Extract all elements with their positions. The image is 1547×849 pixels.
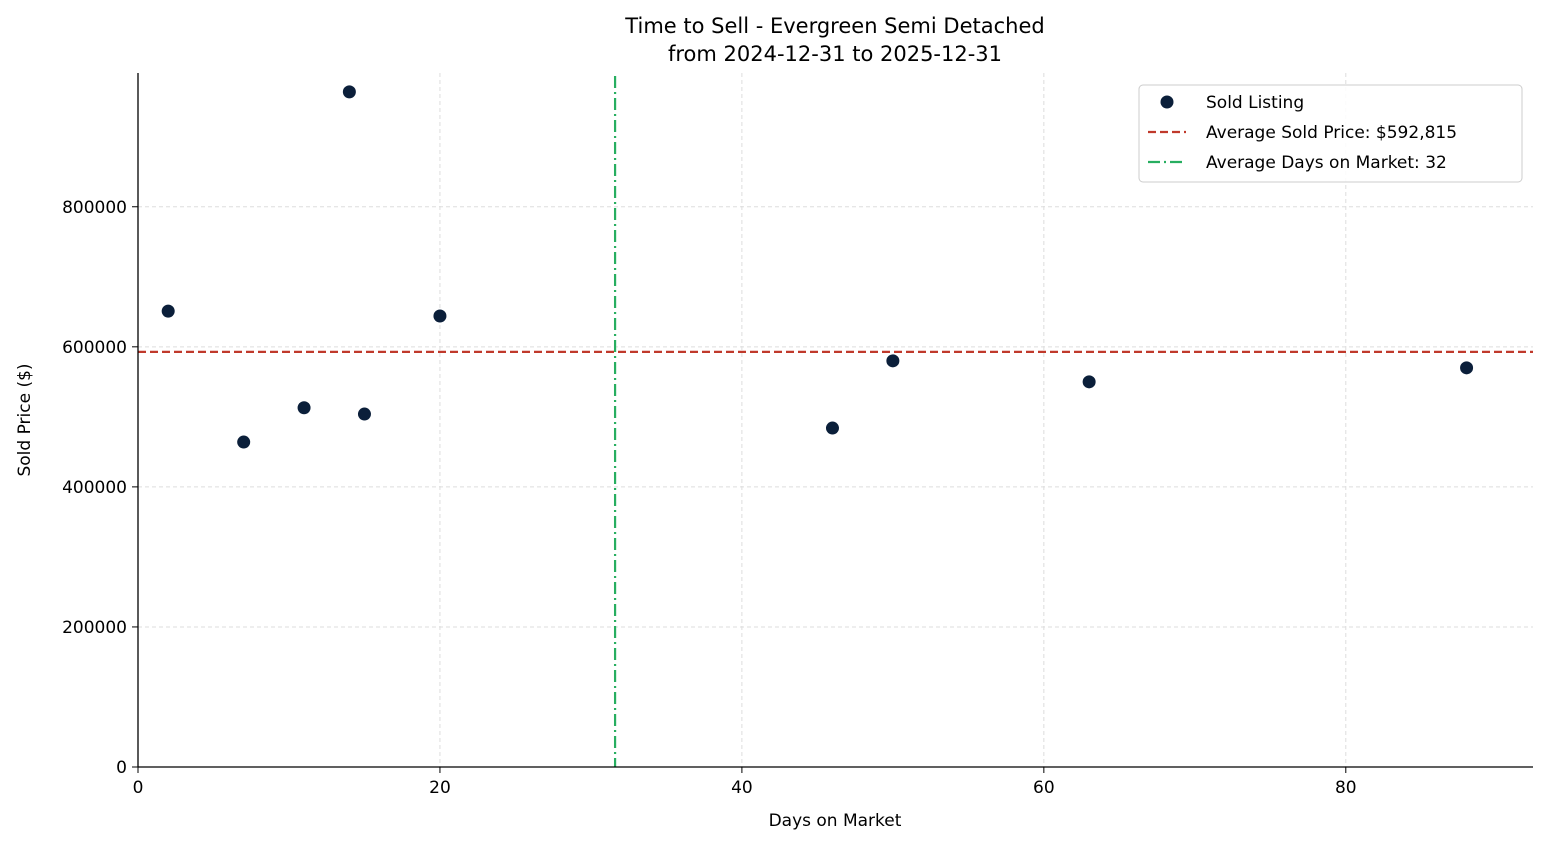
- data-point: [1082, 375, 1096, 389]
- legend-label: Average Sold Price: $592,815: [1206, 123, 1457, 143]
- data-point: [342, 85, 356, 99]
- y-tick-label: 800000: [62, 198, 127, 218]
- x-axis-label: Days on Market: [769, 811, 902, 831]
- y-tick-label: 200000: [62, 618, 127, 638]
- y-tick-label: 400000: [62, 478, 127, 498]
- legend-label: Sold Listing: [1206, 93, 1304, 113]
- chart-subtitle: from 2024-12-31 to 2025-12-31: [668, 42, 1002, 66]
- x-tick-label: 20: [429, 778, 451, 798]
- legend-label: Average Days on Market: 32: [1206, 153, 1447, 173]
- x-tick-label: 60: [1033, 778, 1055, 798]
- data-point: [1460, 361, 1474, 375]
- chart-title: Time to Sell - Evergreen Semi Detached: [624, 14, 1044, 38]
- data-point: [161, 304, 175, 318]
- x-tick-label: 0: [133, 778, 144, 798]
- legend-box: [1138, 84, 1523, 183]
- x-tick-label: 80: [1335, 778, 1357, 798]
- x-tick-label: 40: [731, 778, 753, 798]
- legend: Sold Listing Average Sold Price: $592,815…: [1138, 84, 1523, 183]
- data-point: [237, 435, 251, 449]
- y-tick-label: 600000: [62, 338, 127, 358]
- data-point: [886, 354, 900, 368]
- data-point: [357, 407, 371, 421]
- data-point: [825, 421, 839, 435]
- legend-marker: [1160, 95, 1174, 109]
- y-axis-label: Sold Price ($): [15, 363, 35, 476]
- data-point: [433, 309, 447, 323]
- data-point: [297, 401, 311, 415]
- y-tick-label: 0: [116, 758, 127, 778]
